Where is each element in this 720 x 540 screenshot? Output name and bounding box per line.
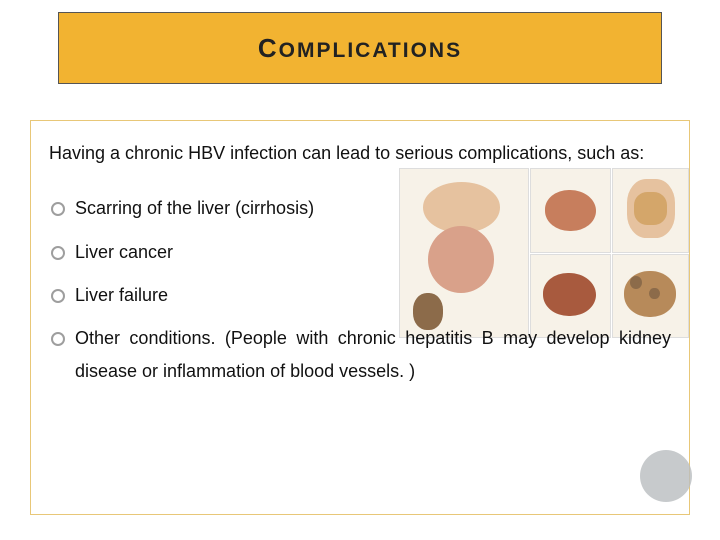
title-rest: OMPLICATIONS <box>279 39 462 62</box>
intro-text: Having a chronic HBV infection can lead … <box>49 137 671 170</box>
list-item: Liver failure <box>51 279 671 312</box>
title-leading-cap: C <box>258 33 279 63</box>
decorative-corner-circle <box>640 450 692 502</box>
list-item: Other conditions. (People with chronic h… <box>51 322 671 389</box>
list-item: Scarring of the liver (cirrhosis) <box>51 192 671 225</box>
bullet-list: Scarring of the liver (cirrhosis) Liver … <box>49 192 671 388</box>
content-frame: Having a chronic HBV infection can lead … <box>30 120 690 515</box>
list-item: Liver cancer <box>51 236 671 269</box>
title-banner: COMPLICATIONS <box>58 12 662 84</box>
slide-title: COMPLICATIONS <box>258 33 462 64</box>
